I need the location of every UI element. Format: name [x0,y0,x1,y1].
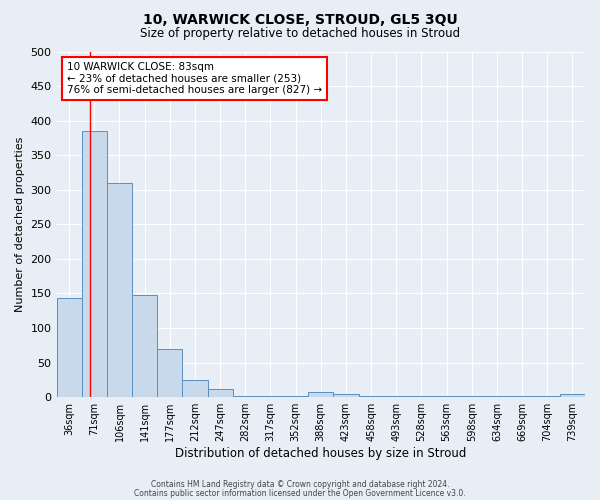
Bar [157,349,182,397]
Bar [484,396,509,397]
Text: 10, WARWICK CLOSE, STROUD, GL5 3QU: 10, WARWICK CLOSE, STROUD, GL5 3QU [143,12,457,26]
Bar [208,389,233,397]
Bar [560,394,585,397]
Bar [434,396,459,397]
Bar [107,183,132,397]
Bar [56,298,82,397]
Bar [283,396,308,397]
Bar [409,396,434,397]
Bar [308,392,334,397]
Bar [535,396,560,397]
Bar [383,396,409,397]
Bar [359,396,383,397]
Bar [334,394,359,397]
Bar [82,131,107,397]
Bar [182,380,208,397]
Bar [132,295,157,397]
Y-axis label: Number of detached properties: Number of detached properties [15,136,25,312]
Bar [258,396,283,397]
Text: Contains public sector information licensed under the Open Government Licence v3: Contains public sector information licen… [134,488,466,498]
Bar [509,396,535,397]
Text: Contains HM Land Registry data © Crown copyright and database right 2024.: Contains HM Land Registry data © Crown c… [151,480,449,489]
Text: Size of property relative to detached houses in Stroud: Size of property relative to detached ho… [140,28,460,40]
X-axis label: Distribution of detached houses by size in Stroud: Distribution of detached houses by size … [175,447,466,460]
Text: 10 WARWICK CLOSE: 83sqm
← 23% of detached houses are smaller (253)
76% of semi-d: 10 WARWICK CLOSE: 83sqm ← 23% of detache… [67,62,322,95]
Bar [233,396,258,397]
Bar [459,396,484,397]
